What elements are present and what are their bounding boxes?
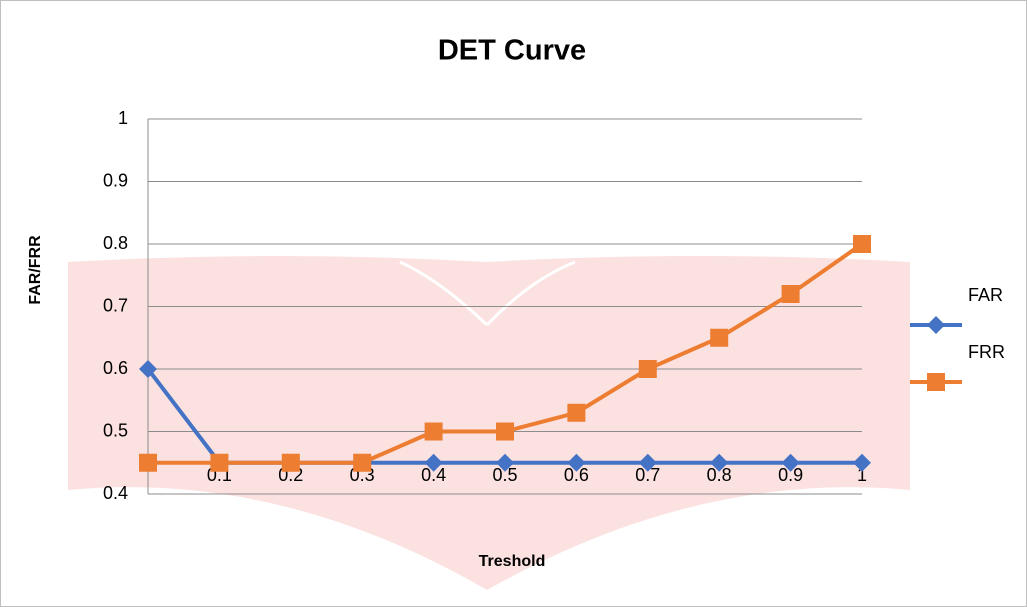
data-point <box>139 454 157 472</box>
data-point <box>710 329 728 347</box>
data-point <box>282 454 300 472</box>
y-tick-label: 0.8 <box>103 233 128 253</box>
y-tick-label: 0.9 <box>103 170 128 190</box>
legend-label: FAR <box>968 285 1003 305</box>
y-tick-label: 0.6 <box>103 358 128 378</box>
data-point <box>567 404 585 422</box>
legend-label: FRR <box>968 342 1005 362</box>
data-point <box>425 423 443 441</box>
data-point <box>639 360 657 378</box>
data-point <box>353 454 371 472</box>
chart: DET Curve FAR/FRR Treshold 0.4 0.5 0.6 0.7 0… <box>0 0 1027 607</box>
data-point <box>496 423 514 441</box>
data-point <box>927 373 945 391</box>
y-tick-label: 1 <box>118 108 128 128</box>
chart-title: DET Curve <box>438 35 586 67</box>
data-point <box>210 454 228 472</box>
y-tick-label: 0.7 <box>103 295 128 315</box>
x-axis-title: Treshold <box>479 553 546 570</box>
y-tick-label: 0.4 <box>103 483 128 503</box>
y-axis-title: FAR/FRR <box>27 235 44 305</box>
data-point <box>853 235 871 253</box>
y-tick-label: 0.5 <box>103 420 128 440</box>
data-point <box>782 285 800 303</box>
